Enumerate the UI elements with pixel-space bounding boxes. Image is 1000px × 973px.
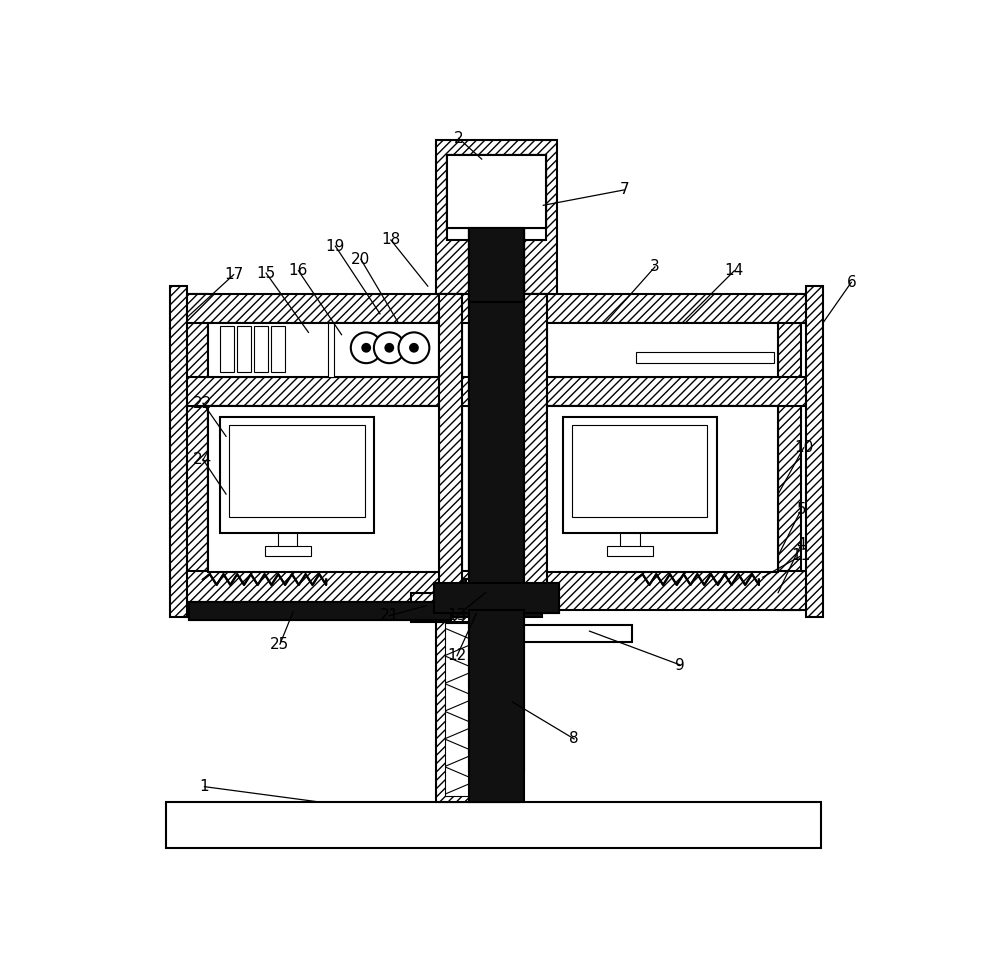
Circle shape <box>351 333 382 363</box>
Bar <box>229 425 365 518</box>
Text: 19: 19 <box>326 238 345 254</box>
Bar <box>620 532 640 548</box>
Circle shape <box>399 333 429 363</box>
Bar <box>806 286 823 617</box>
Bar <box>237 326 251 373</box>
Bar <box>524 377 809 407</box>
Circle shape <box>374 333 405 363</box>
Bar <box>278 532 297 548</box>
Bar <box>166 802 820 848</box>
Bar <box>447 156 546 229</box>
Bar <box>439 294 462 609</box>
Bar <box>778 294 801 609</box>
Bar <box>563 417 717 532</box>
Bar <box>469 229 524 609</box>
Bar <box>563 417 717 532</box>
Text: 6: 6 <box>846 274 856 290</box>
Bar <box>434 583 559 613</box>
Bar <box>436 617 519 802</box>
Bar <box>278 532 297 548</box>
Text: 17: 17 <box>224 268 243 282</box>
Text: 21: 21 <box>380 608 399 624</box>
Bar <box>469 229 524 302</box>
Text: 20: 20 <box>351 252 370 267</box>
Bar <box>185 579 809 608</box>
Bar <box>265 547 311 556</box>
Bar <box>189 602 451 621</box>
Bar <box>411 593 442 622</box>
Bar <box>572 425 707 518</box>
Bar <box>547 407 778 576</box>
Text: 22: 22 <box>193 396 213 411</box>
Circle shape <box>385 343 393 351</box>
Text: 2: 2 <box>454 130 463 146</box>
Bar <box>466 579 509 595</box>
Text: 15: 15 <box>256 266 276 280</box>
Bar <box>469 229 524 309</box>
Text: 11: 11 <box>792 548 811 563</box>
Bar <box>220 417 374 532</box>
Bar <box>469 229 524 772</box>
Text: 10: 10 <box>794 441 813 455</box>
Text: 14: 14 <box>725 264 744 278</box>
Bar <box>328 323 334 377</box>
Text: 16: 16 <box>289 264 308 278</box>
Bar <box>254 326 268 373</box>
Bar <box>271 326 285 373</box>
Bar <box>208 407 439 576</box>
Bar <box>524 571 809 609</box>
Bar <box>208 323 439 377</box>
Bar <box>451 579 542 617</box>
Bar <box>524 294 547 609</box>
Circle shape <box>362 343 370 351</box>
Bar <box>607 547 653 556</box>
Text: 8: 8 <box>569 732 579 746</box>
Bar <box>436 593 519 622</box>
Bar <box>220 326 234 373</box>
Text: 3: 3 <box>650 260 660 274</box>
Bar <box>185 571 470 609</box>
Text: 13: 13 <box>447 608 467 624</box>
Bar <box>447 156 546 229</box>
Bar <box>185 294 208 609</box>
Bar <box>439 294 462 613</box>
Bar <box>469 609 524 802</box>
Bar <box>170 286 187 617</box>
Text: 7: 7 <box>619 182 629 198</box>
Bar <box>265 547 311 556</box>
Bar <box>447 156 546 240</box>
Text: 25: 25 <box>270 636 290 652</box>
Bar <box>189 602 451 621</box>
Text: 5: 5 <box>796 502 806 517</box>
Text: 18: 18 <box>381 233 400 247</box>
Bar <box>229 425 365 518</box>
Bar <box>572 425 707 518</box>
Text: 24: 24 <box>193 451 213 467</box>
Bar <box>547 407 778 572</box>
Bar <box>185 294 470 323</box>
Bar <box>220 417 374 532</box>
Bar <box>208 407 439 572</box>
Bar <box>620 532 640 548</box>
Bar <box>436 140 557 309</box>
Bar <box>434 583 559 613</box>
Text: 9: 9 <box>675 658 685 672</box>
Text: 1: 1 <box>200 779 209 794</box>
Text: 4: 4 <box>796 537 806 552</box>
Bar <box>524 294 547 613</box>
Text: 12: 12 <box>447 648 467 664</box>
Circle shape <box>410 343 418 351</box>
Bar <box>505 625 632 642</box>
Bar <box>547 323 778 377</box>
Bar <box>607 547 653 556</box>
Bar <box>185 377 470 407</box>
Bar <box>469 325 524 617</box>
Bar <box>524 294 809 323</box>
Bar <box>445 624 509 796</box>
Bar <box>636 351 774 363</box>
